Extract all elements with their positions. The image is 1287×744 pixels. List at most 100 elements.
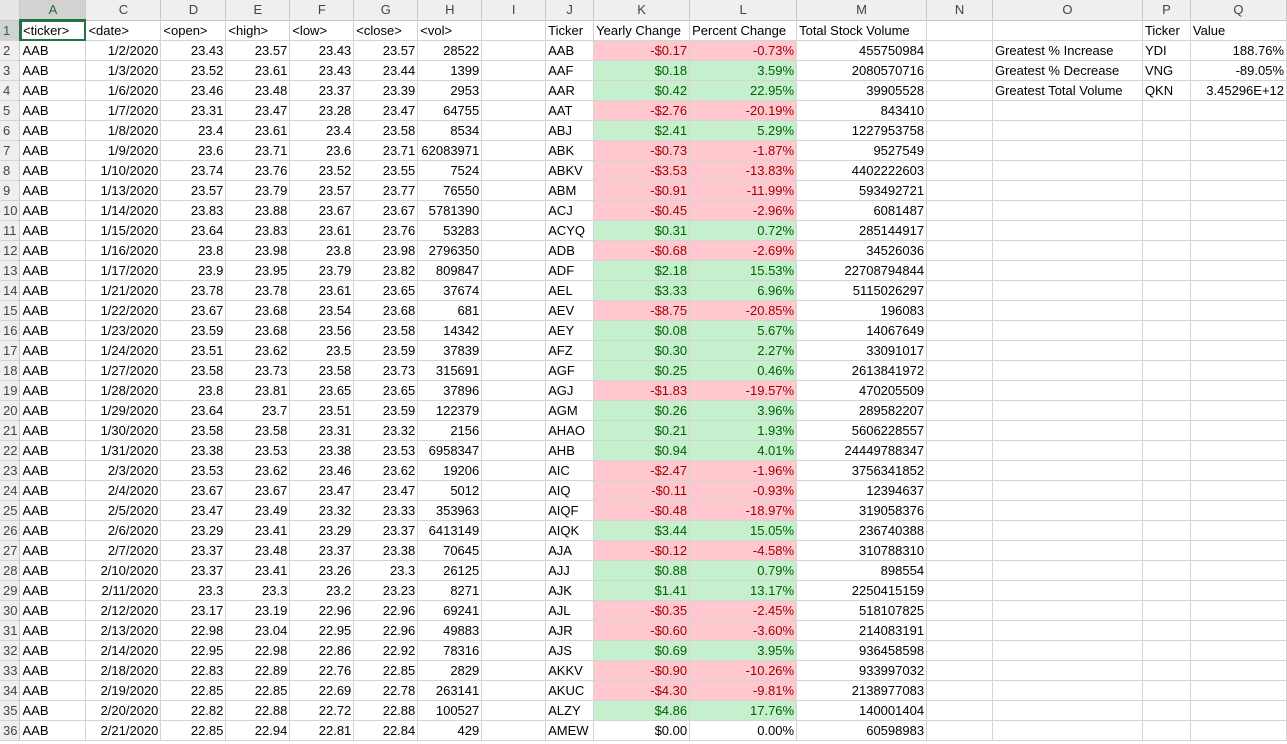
cell-c15[interactable]: 1/22/2020 xyxy=(85,300,162,321)
cell-e9[interactable]: 23.79 xyxy=(225,180,291,201)
cell-h10[interactable]: 5781390 xyxy=(417,200,483,221)
cell-o1[interactable] xyxy=(992,20,1143,41)
cell-f19[interactable]: 23.65 xyxy=(289,380,355,401)
cell-q20[interactable] xyxy=(1190,400,1287,421)
cell-g23[interactable]: 23.62 xyxy=(353,460,419,481)
column-header-c[interactable]: C xyxy=(85,0,162,21)
cell-o9[interactable] xyxy=(992,180,1143,201)
cell-j7[interactable]: ABK xyxy=(545,140,595,161)
cell-d6[interactable]: 23.4 xyxy=(160,120,227,141)
cell-c16[interactable]: 1/23/2020 xyxy=(85,320,162,341)
cell-m1[interactable]: Total Stock Volume xyxy=(796,20,928,41)
cell-m24[interactable]: 12394637 xyxy=(796,480,928,501)
cell-l10[interactable]: -2.96% xyxy=(689,200,798,221)
cell-n26[interactable] xyxy=(926,520,993,541)
cell-e8[interactable]: 23.76 xyxy=(225,160,291,181)
cell-f6[interactable]: 23.4 xyxy=(289,120,355,141)
cell-h18[interactable]: 315691 xyxy=(417,360,483,381)
column-header-d[interactable]: D xyxy=(160,0,227,21)
cell-k15[interactable]: -$8.75 xyxy=(593,300,691,321)
cell-m27[interactable]: 310788310 xyxy=(796,540,928,561)
cell-g27[interactable]: 23.38 xyxy=(353,540,419,561)
cell-h19[interactable]: 37896 xyxy=(417,380,483,401)
row-header[interactable]: 28 xyxy=(0,560,21,581)
cell-c23[interactable]: 2/3/2020 xyxy=(85,460,162,481)
cell-p15[interactable] xyxy=(1142,300,1191,321)
cell-e4[interactable]: 23.48 xyxy=(225,80,291,101)
cell-g12[interactable]: 23.98 xyxy=(353,240,419,261)
cell-e24[interactable]: 23.67 xyxy=(225,480,291,501)
cell-n19[interactable] xyxy=(926,380,993,401)
cell-f31[interactable]: 22.95 xyxy=(289,620,355,641)
cell-f1[interactable]: <low> xyxy=(289,20,355,41)
row-header[interactable]: 30 xyxy=(0,600,21,621)
cell-p20[interactable] xyxy=(1142,400,1191,421)
cell-h4[interactable]: 2953 xyxy=(417,80,483,101)
cell-d28[interactable]: 23.37 xyxy=(160,560,227,581)
cell-l23[interactable]: -1.96% xyxy=(689,460,798,481)
cell-l16[interactable]: 5.67% xyxy=(689,320,798,341)
cell-p26[interactable] xyxy=(1142,520,1191,541)
cell-m5[interactable]: 843410 xyxy=(796,100,928,121)
cell-q23[interactable] xyxy=(1190,460,1287,481)
cell-g22[interactable]: 23.53 xyxy=(353,440,419,461)
cell-h20[interactable]: 122379 xyxy=(417,400,483,421)
cell-m7[interactable]: 9527549 xyxy=(796,140,928,161)
cell-l3[interactable]: 3.59% xyxy=(689,60,798,81)
cell-k23[interactable]: -$2.47 xyxy=(593,460,691,481)
cell-m8[interactable]: 4402222603 xyxy=(796,160,928,181)
cell-d10[interactable]: 23.83 xyxy=(160,200,227,221)
cell-p3[interactable]: VNG xyxy=(1142,60,1191,81)
cell-k12[interactable]: -$0.68 xyxy=(593,240,691,261)
cell-q19[interactable] xyxy=(1190,380,1287,401)
cell-q28[interactable] xyxy=(1190,560,1287,581)
cell-f12[interactable]: 23.8 xyxy=(289,240,355,261)
cell-k33[interactable]: -$0.90 xyxy=(593,660,691,681)
cell-h24[interactable]: 5012 xyxy=(417,480,483,501)
cell-l28[interactable]: 0.79% xyxy=(689,560,798,581)
cell-m26[interactable]: 236740388 xyxy=(796,520,928,541)
cell-c22[interactable]: 1/31/2020 xyxy=(85,440,162,461)
cell-n13[interactable] xyxy=(926,260,993,281)
cell-f16[interactable]: 23.56 xyxy=(289,320,355,341)
cell-i10[interactable] xyxy=(481,200,547,221)
cell-d18[interactable]: 23.58 xyxy=(160,360,227,381)
cell-i9[interactable] xyxy=(481,180,547,201)
cell-j14[interactable]: AEL xyxy=(545,280,595,301)
cell-a12[interactable]: AAB xyxy=(19,240,87,261)
cell-m34[interactable]: 2138977083 xyxy=(796,680,928,701)
cell-f21[interactable]: 23.31 xyxy=(289,420,355,441)
cell-n20[interactable] xyxy=(926,400,993,421)
cell-k14[interactable]: $3.33 xyxy=(593,280,691,301)
cell-c35[interactable]: 2/20/2020 xyxy=(85,700,162,721)
cell-p28[interactable] xyxy=(1142,560,1191,581)
cell-n22[interactable] xyxy=(926,440,993,461)
cell-c36[interactable]: 2/21/2020 xyxy=(85,720,162,741)
cell-j8[interactable]: ABKV xyxy=(545,160,595,181)
cell-g2[interactable]: 23.57 xyxy=(353,40,419,61)
cell-k4[interactable]: $0.42 xyxy=(593,80,691,101)
cell-i34[interactable] xyxy=(481,680,547,701)
cell-c12[interactable]: 1/16/2020 xyxy=(85,240,162,261)
cell-c32[interactable]: 2/14/2020 xyxy=(85,640,162,661)
cell-n30[interactable] xyxy=(926,600,993,621)
cell-m3[interactable]: 2080570716 xyxy=(796,60,928,81)
cell-c10[interactable]: 1/14/2020 xyxy=(85,200,162,221)
cell-k28[interactable]: $0.88 xyxy=(593,560,691,581)
cell-f22[interactable]: 23.38 xyxy=(289,440,355,461)
cell-f15[interactable]: 23.54 xyxy=(289,300,355,321)
cell-a28[interactable]: AAB xyxy=(19,560,87,581)
row-header[interactable]: 36 xyxy=(0,720,21,741)
cell-n5[interactable] xyxy=(926,100,993,121)
cell-n9[interactable] xyxy=(926,180,993,201)
cell-n31[interactable] xyxy=(926,620,993,641)
cell-f34[interactable]: 22.69 xyxy=(289,680,355,701)
cell-c24[interactable]: 2/4/2020 xyxy=(85,480,162,501)
cell-i33[interactable] xyxy=(481,660,547,681)
cell-e3[interactable]: 23.61 xyxy=(225,60,291,81)
cell-q11[interactable] xyxy=(1190,220,1287,241)
row-header[interactable]: 16 xyxy=(0,320,21,341)
cell-p1[interactable]: Ticker xyxy=(1142,20,1191,41)
cell-g30[interactable]: 22.96 xyxy=(353,600,419,621)
cell-n28[interactable] xyxy=(926,560,993,581)
